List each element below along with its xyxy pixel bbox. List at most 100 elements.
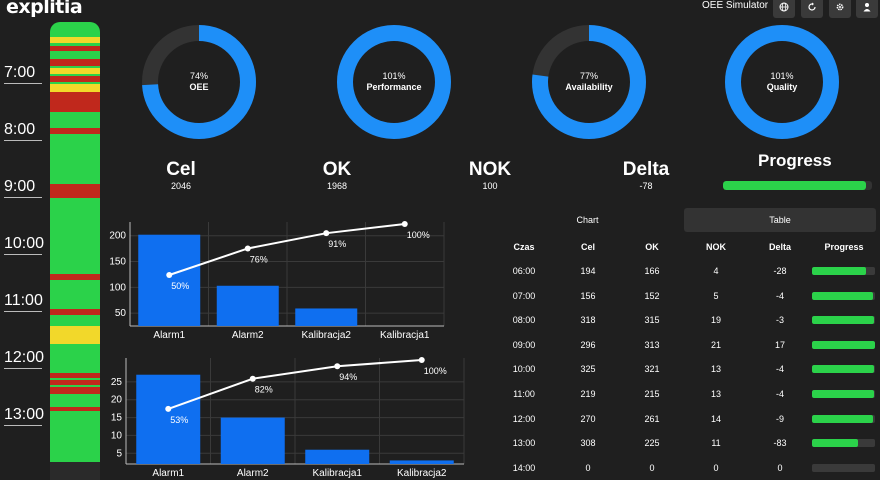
table-cell-ok: 225 xyxy=(644,438,660,449)
cumulative-label: 100% xyxy=(424,366,447,376)
cumulative-point[interactable] xyxy=(244,245,251,252)
table-header: Czas xyxy=(513,242,535,252)
table-cell-czas: 06:00 xyxy=(512,266,536,276)
table-cell-delta: -83 xyxy=(773,438,787,449)
y-tick-label: 150 xyxy=(109,257,126,268)
table-cell-cel: 318 xyxy=(580,315,596,326)
table-cell-delta: 0 xyxy=(777,462,783,473)
gauge-percent: 101% xyxy=(770,71,794,81)
bar[interactable] xyxy=(305,449,370,464)
row-progress-bar xyxy=(812,390,875,398)
row-progress-fill xyxy=(812,365,875,374)
timeline-segment-red xyxy=(50,309,100,315)
x-tick-label: Alarm1 xyxy=(153,330,185,341)
gauge-percent: 101% xyxy=(382,71,406,81)
gauge-ring xyxy=(337,25,451,139)
row-progress-fill xyxy=(812,291,874,300)
cumulative-point[interactable] xyxy=(249,375,256,382)
bar[interactable] xyxy=(295,308,358,326)
table-cell-ok: 215 xyxy=(644,389,660,399)
timeline-hour: 8:00 xyxy=(4,121,42,141)
table-row[interactable]: 13:00 308 225 11 -83 xyxy=(505,437,875,455)
table-cell-cel: 194 xyxy=(580,266,596,276)
table-cell-nok: 19 xyxy=(710,315,721,326)
gauge-percent: 77% xyxy=(579,71,598,81)
timeline-segment-red xyxy=(50,76,100,82)
table-row[interactable]: 12:00 270 261 14 -9 xyxy=(505,413,875,431)
gauge-ring xyxy=(142,25,256,139)
row-progress-bar xyxy=(812,463,875,472)
x-tick-label: Alarm2 xyxy=(237,468,269,479)
cumulative-line xyxy=(167,359,422,410)
table-cell-czas: 12:00 xyxy=(512,413,536,424)
x-tick-label: Kalibracja1 xyxy=(380,330,430,341)
cumulative-point[interactable] xyxy=(401,221,408,227)
row-progress-bar xyxy=(812,316,875,325)
cumulative-point[interactable] xyxy=(166,272,173,278)
table-row[interactable]: 11:00 219 215 13 -4 xyxy=(505,388,875,406)
timeline-segment-yellow xyxy=(50,326,100,344)
tab-table[interactable]: Table xyxy=(684,208,876,232)
row-progress-fill xyxy=(812,316,875,325)
table-row[interactable]: 10:00 325 321 13 -4 xyxy=(505,363,875,381)
table-row[interactable]: 06:00 194 166 4 -28 xyxy=(505,265,875,283)
bar[interactable] xyxy=(389,460,454,464)
tab-chart[interactable]: Chart xyxy=(576,215,599,225)
table-cell-ok: 315 xyxy=(644,315,660,326)
timeline-hour: 9:00 xyxy=(4,178,42,198)
table-row[interactable]: 08:00 318 315 19 -3 xyxy=(505,314,875,332)
row-progress-bar xyxy=(812,291,875,300)
gauge-label: 74% OEE xyxy=(141,71,257,93)
cumulative-point[interactable] xyxy=(418,357,425,363)
refresh-icon xyxy=(808,2,816,11)
gauge-label: 101% Performance xyxy=(336,71,452,93)
cumulative-point[interactable] xyxy=(334,363,341,370)
table-row[interactable]: 07:00 156 152 5 -4 xyxy=(505,290,875,308)
table-cell-cel: 0 xyxy=(585,462,591,473)
table-cell-delta: -4 xyxy=(775,290,784,301)
cumulative-label: 91% xyxy=(328,239,346,249)
timeline-segment-red xyxy=(50,184,100,198)
bar[interactable] xyxy=(136,374,201,464)
bar[interactable] xyxy=(138,234,201,326)
kpi-progress-fill xyxy=(723,181,867,190)
x-tick-label: Kalibracja2 xyxy=(302,330,352,341)
cumulative-label: 53% xyxy=(170,415,188,425)
cumulative-point[interactable] xyxy=(323,230,330,237)
bar[interactable] xyxy=(216,285,279,326)
gauge-label: 101% Quality xyxy=(724,71,840,93)
user-button[interactable] xyxy=(856,0,878,18)
timeline-hour: 10:00 xyxy=(4,235,44,255)
language-button[interactable] xyxy=(773,0,795,18)
y-tick-label: 5 xyxy=(116,448,122,459)
table-cell-cel: 219 xyxy=(580,389,596,399)
gauge-name: Performance xyxy=(366,82,422,92)
timeline-status-bar[interactable] xyxy=(50,22,100,480)
gauge-arc xyxy=(725,25,839,139)
row-progress-bar xyxy=(812,365,875,374)
gauge-percent: 74% xyxy=(189,71,208,81)
x-tick-label: Kalibracja1 xyxy=(313,468,363,479)
row-progress-fill xyxy=(812,267,867,275)
table-cell-delta: -4 xyxy=(775,364,784,375)
refresh-button[interactable] xyxy=(801,0,823,18)
table-cell-nok: 5 xyxy=(713,290,719,301)
table-cell-czas: 09:00 xyxy=(512,339,536,350)
table-row[interactable]: 14:00 0 0 0 0 xyxy=(505,462,875,480)
cumulative-point[interactable] xyxy=(165,405,172,412)
gauge-name: OEE xyxy=(189,82,209,92)
table-cell-czas: 10:00 xyxy=(512,364,536,375)
table-row[interactable]: 09:00 296 313 21 17 xyxy=(505,339,875,357)
kpi-cel-label: Cel xyxy=(166,159,196,180)
table-header: Delta xyxy=(768,242,791,252)
bar[interactable] xyxy=(220,417,285,464)
table-cell-nok: 11 xyxy=(711,438,721,449)
table-cell-delta: -9 xyxy=(775,413,784,424)
table-cell-czas: 11:00 xyxy=(513,389,535,399)
table-cell-delta: -28 xyxy=(773,266,787,276)
gauge-arc xyxy=(337,25,451,139)
timeline-hour: 11:00 xyxy=(4,292,43,312)
settings-button[interactable] xyxy=(829,0,851,18)
cumulative-label: 100% xyxy=(407,230,430,240)
timeline-segment-red xyxy=(50,380,100,385)
